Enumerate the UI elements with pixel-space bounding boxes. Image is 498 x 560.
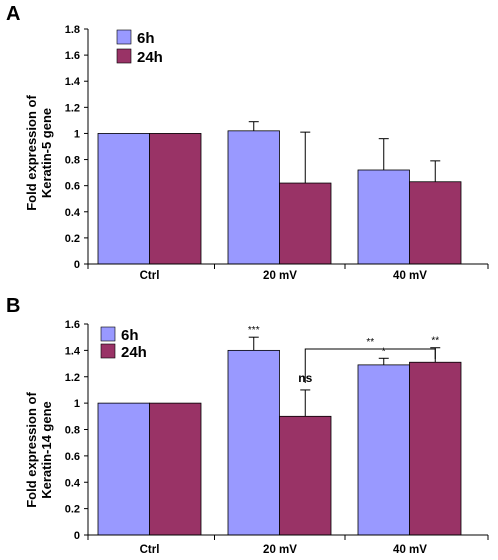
bar-6h-20-mv (227, 349, 280, 536)
y-tick-label: 0.8 (65, 155, 80, 167)
y-tick-label: 1 (74, 398, 80, 410)
panel-label: A (6, 3, 20, 25)
x-tick-label: Ctrl (140, 544, 160, 556)
bar-24h-ctrl (149, 402, 202, 536)
bar-6h-20-mv (227, 130, 280, 265)
significance-mark: * (382, 346, 386, 357)
y-tick-label: 0.4 (65, 207, 81, 219)
x-tick-label: 40 mV (393, 270, 427, 282)
y-tick-label: 1.2 (65, 102, 80, 114)
bar-24h-20-mv (279, 182, 332, 265)
legend-swatch-6h (116, 29, 132, 45)
y-tick-label: 0.4 (65, 477, 81, 489)
y-tick-label: 0 (74, 530, 80, 542)
bar-24h-40-mv (409, 181, 462, 265)
x-tick-label: Ctrl (140, 270, 160, 282)
y-tick-label: 1.6 (65, 319, 80, 331)
y-axis-label-line2: Keratin-5 gene (39, 108, 54, 198)
significance-mark: *** (248, 325, 260, 336)
bar-24h-ctrl (149, 133, 202, 265)
y-axis-label-line1: Fold expression of (24, 95, 39, 211)
y-tick-label: 0 (74, 259, 80, 271)
significance-bracket-label: ** (366, 337, 374, 348)
y-axis-label-line1: Fold expression of (24, 392, 39, 508)
y-axis-label: Fold expression ofKeratin-14 gene (24, 392, 54, 508)
x-tick-label: 40 mV (393, 544, 427, 556)
panel-label: B (6, 295, 20, 317)
y-tick-label: 1 (74, 128, 80, 140)
legend-label-6h: 6h (137, 30, 155, 47)
y-tick-label: 1.4 (65, 345, 81, 357)
y-tick-label: 0.8 (65, 425, 80, 437)
legend-swatch-24h (100, 343, 116, 359)
y-tick-label: 0.2 (65, 504, 80, 516)
legend-label-6h: 6h (121, 327, 139, 344)
bar-24h-40-mv (409, 361, 462, 536)
significance-mark: ** (431, 336, 439, 347)
y-tick-label: 1.6 (65, 50, 80, 62)
chart-panel-b: B Fold expression ofKeratin-14 gene 0 0.2 0.… (6, 295, 489, 556)
bar-6h-ctrl (97, 133, 150, 265)
y-tick-label: 0.2 (65, 233, 80, 245)
x-tick-label: 20 mV (263, 544, 297, 556)
chart-panel-a: A Fold expression ofKeratin-5 gene 0 0.2 0.4… (6, 3, 489, 282)
bar-6h-40-mv (357, 169, 410, 265)
bar-6h-ctrl (97, 402, 150, 536)
y-tick-label: 1.8 (65, 24, 80, 36)
bar-24h-20-mv (279, 415, 332, 536)
significance-bracket (304, 348, 436, 383)
legend-swatch-6h (100, 326, 116, 342)
y-tick-label: 1.2 (65, 372, 80, 384)
x-tick-label: 20 mV (263, 270, 297, 282)
legend-label-24h: 24h (121, 344, 147, 361)
y-tick-label: 1.4 (65, 76, 81, 88)
legend-swatch-24h (116, 48, 132, 64)
bar-6h-40-mv (357, 364, 410, 536)
y-tick-label: 0.6 (65, 181, 80, 193)
legend-label-24h: 24h (137, 49, 163, 66)
y-axis-label: Fold expression ofKeratin-5 gene (24, 95, 54, 211)
y-axis-label-line2: Keratin-14 gene (39, 401, 54, 499)
y-tick-label: 0.6 (65, 451, 80, 463)
